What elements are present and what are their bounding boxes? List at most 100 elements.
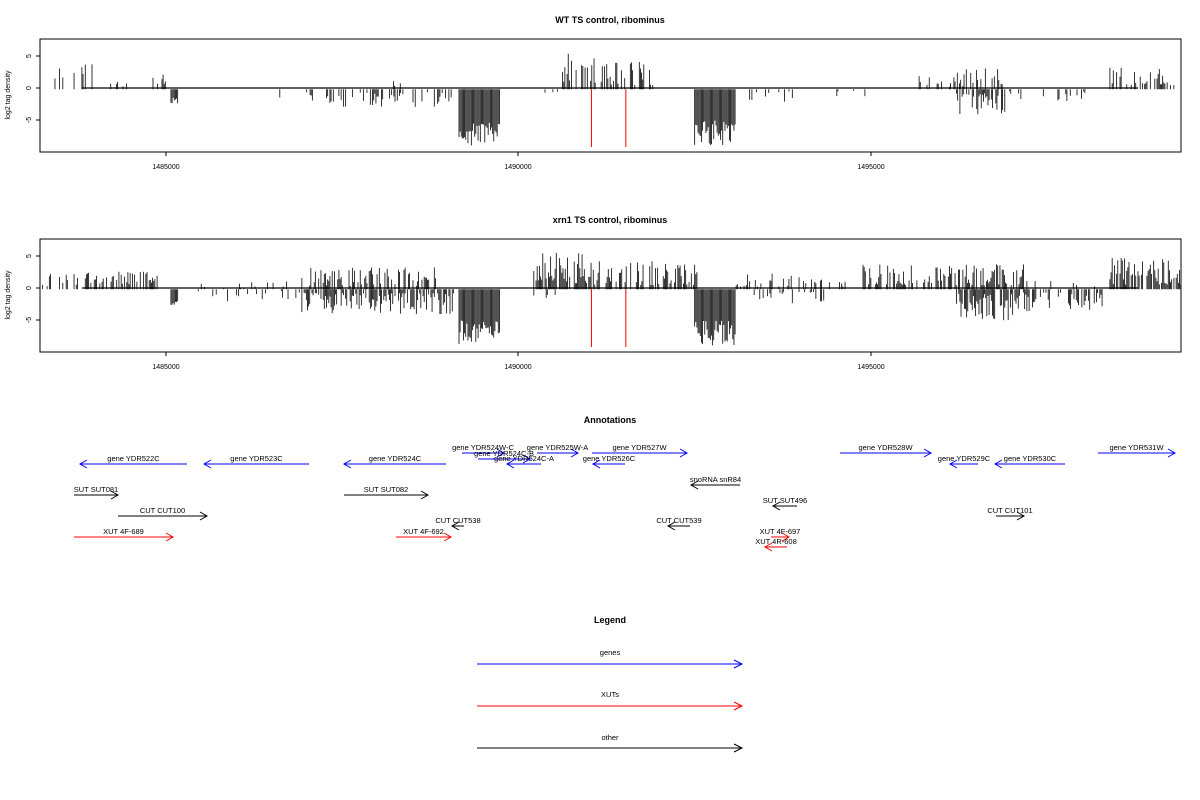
annotation-feature: gene YDR530C [993, 454, 1065, 469]
annotation-feature: gene YDR529C [938, 454, 991, 469]
annotation-label: SUT SUT081 [74, 485, 118, 494]
annotations-title: Annotations [584, 415, 637, 425]
wt-x-ticks: 1485000 1490000 1495000 [152, 152, 885, 171]
annotation-feature: gene YDR528W [840, 443, 933, 458]
annotation-feature: SUT SUT081 [74, 485, 120, 500]
annotation-label: gene YDR527W [612, 443, 667, 452]
xrn1-x-tick-label: 1490000 [504, 364, 531, 371]
xrn1-coverage-panel: xrn1 TS control, ribominus log2 tag dens… [5, 215, 1182, 371]
annotation-feature: gene YDR524W-C [452, 443, 515, 458]
annotation-arrow-head [771, 501, 781, 511]
xrn1-coverage-bars [42, 252, 1182, 346]
wt-coverage-bars [54, 53, 1175, 146]
wt-y-tick-label: -5 [26, 117, 33, 123]
annotation-arrow-head [199, 511, 209, 521]
annotation-arrow-head [78, 459, 88, 469]
annotation-label: gene YDR524W-C [452, 443, 514, 452]
annotation-label: XUT 4F-697 [760, 527, 801, 536]
annotation-arrow-head [948, 459, 958, 469]
legend: Legend genes XUTs other [477, 615, 744, 753]
wt-x-tick-label: 1485000 [152, 164, 179, 171]
wt-coverage-panel: WT TS control, ribominus log2 tag densit… [5, 15, 1182, 171]
annotations-track: Annotations gene YDR522C gene YDR523C gene… [74, 415, 1177, 552]
annotation-arrow-head [666, 521, 676, 531]
annotation-features: gene YDR522C gene YDR523C gene YDR524C gene… [74, 443, 1177, 552]
annotation-arrow-head [591, 459, 601, 469]
annotation-feature: gene YDR524C-A [494, 454, 554, 469]
xrn1-plot-frame [39, 238, 1182, 353]
annotation-label: SUT SUT496 [763, 496, 807, 505]
wt-y-tick-label: 0 [26, 86, 33, 90]
annotation-arrow-head [202, 459, 212, 469]
annotation-feature: CUT CUT100 [118, 506, 209, 521]
annotation-label: XUT 4F-692 [403, 527, 444, 536]
wt-panel-title: WT TS control, ribominus [555, 15, 665, 25]
annotation-label: gene YDR530C [1004, 454, 1057, 463]
annotation-arrow-head [763, 542, 773, 552]
annotation-arrow-head [450, 521, 460, 531]
annotation-label: CUT CUT539 [656, 516, 701, 525]
annotation-label: CUT CUT100 [140, 506, 185, 515]
annotation-feature: snoRNA snR84 [690, 475, 741, 490]
annotation-feature: XUT 4F-692 [396, 527, 453, 542]
annotation-arrow-head [420, 490, 430, 500]
annotation-feature: SUT SUT496 [763, 496, 807, 511]
xrn1-x-tick-label: 1495000 [857, 364, 884, 371]
legend-arrow-head [733, 701, 744, 711]
annotation-label: gene YDR522C [107, 454, 160, 463]
wt-x-tick-label: 1495000 [857, 164, 884, 171]
annotation-label: gene YDR525W-A [527, 443, 588, 452]
xrn1-y-tick-label: 0 [26, 286, 33, 290]
annotation-arrow-head [570, 448, 580, 458]
annotation-feature: gene YDR522C [78, 454, 187, 469]
annotation-label: snoRNA snR84 [690, 475, 741, 484]
annotation-feature: XUT 4R-608 [755, 537, 797, 552]
xrn1-panel-title: xrn1 TS control, ribominus [553, 215, 668, 225]
wt-y-ticks: 5 0 -5 [26, 54, 40, 123]
annotation-label: gene YDR524C-A [494, 454, 554, 463]
xrn1-x-ticks: 1485000 1490000 1495000 [152, 352, 885, 371]
annotation-arrow-head [505, 459, 515, 469]
wt-plot-frame [39, 38, 1182, 153]
annotation-label: XUT 4F-689 [103, 527, 144, 536]
annotation-label: gene YDR528W [858, 443, 913, 452]
annotation-feature: gene YDR531W [1098, 443, 1177, 458]
annotation-feature: gene YDR523C [202, 454, 309, 469]
xrn1-y-tick-label: -5 [26, 317, 33, 323]
annotation-arrow-head [1167, 448, 1177, 458]
xrn1-y-ticks: 5 0 -5 [26, 254, 40, 323]
annotation-label: gene YDR523C [230, 454, 283, 463]
annotation-arrow-head [110, 490, 120, 500]
annotation-label: SUT SUT082 [364, 485, 408, 494]
annotation-label: gene YDR529C [938, 454, 991, 463]
annotation-arrow-head [923, 448, 933, 458]
annotation-feature: CUT CUT538 [435, 516, 481, 531]
xrn1-red-markers [590, 289, 627, 347]
annotation-arrow-head [443, 532, 453, 542]
legend-item-xuts: XUTs [477, 690, 744, 711]
annotation-feature: gene YDR527W [592, 443, 689, 458]
annotation-feature: SUT SUT082 [344, 485, 430, 500]
wt-y-axis-label: log2 tag density [5, 70, 12, 120]
legend-label: other [601, 733, 619, 742]
xrn1-x-tick-label: 1485000 [152, 364, 179, 371]
legend-item-genes: genes [477, 648, 744, 669]
annotation-arrow-head [679, 448, 689, 458]
xrn1-y-tick-label: 5 [26, 254, 33, 258]
annotation-arrow-head [165, 532, 175, 542]
annotation-feature: CUT CUT101 [987, 506, 1033, 521]
annotation-label: gene YDR524C-B [474, 449, 534, 458]
legend-label: XUTs [601, 690, 619, 699]
legend-title: Legend [594, 615, 626, 625]
annotation-feature: gene YDR524C-B [474, 449, 534, 464]
legend-label: genes [600, 648, 621, 657]
legend-arrow-head [733, 659, 744, 669]
wt-y-tick-label: 5 [26, 54, 33, 58]
annotation-label: XUT 4R-608 [755, 537, 797, 546]
annotation-arrow-head [496, 448, 506, 458]
legend-item-other: other [477, 733, 744, 753]
annotation-feature: gene YDR524C [342, 454, 446, 469]
annotation-arrow-head [522, 454, 532, 464]
annotation-feature: XUT 4F-697 [760, 527, 801, 542]
